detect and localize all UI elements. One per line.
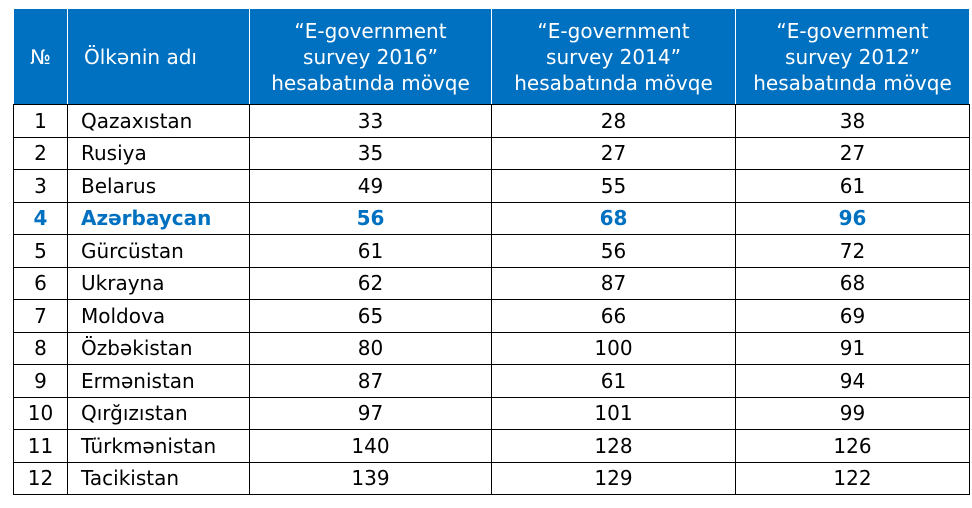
rank-2012: 27 [735, 136, 970, 170]
rank-2016: 56 [249, 201, 492, 235]
row-number: 9 [13, 364, 68, 398]
table-body: 1 Qazaxıstan 33 28 38 2 Rusiya 35 27 27 … [13, 104, 970, 495]
header-survey-2012: “E-government survey 2012” hesabatında m… [735, 8, 970, 105]
rank-2012: 72 [735, 234, 970, 268]
country-name: Moldova [67, 299, 250, 333]
country-name: Özbəkistan [67, 331, 250, 365]
country-name: Ukrayna [67, 266, 250, 300]
table-row: 3 Belarus 49 55 61 [13, 169, 970, 203]
rank-2014: 100 [491, 331, 736, 365]
row-number: 11 [13, 429, 68, 463]
row-number: 4 [13, 201, 68, 235]
rank-2012: 94 [735, 364, 970, 398]
header-row: № Ölkənin adı “E-government survey 2016”… [13, 8, 970, 105]
rank-2014: 68 [491, 201, 736, 235]
rank-2016: 33 [249, 104, 492, 138]
country-name: Rusiya [67, 136, 250, 170]
header-survey-2014: “E-government survey 2014” hesabatında m… [491, 8, 736, 105]
rank-2014: 28 [491, 104, 736, 138]
country-name: Qazaxıstan [67, 104, 250, 138]
rank-2016: 35 [249, 136, 492, 170]
country-name: Türkmənistan [67, 429, 250, 463]
header-country-name: Ölkənin adı [67, 8, 250, 105]
rank-2012: 69 [735, 299, 970, 333]
table-row: 7 Moldova 65 66 69 [13, 299, 970, 333]
table-row: 11 Türkmənistan 140 128 126 [13, 429, 970, 463]
rank-2014: 87 [491, 266, 736, 300]
rank-2012: 91 [735, 331, 970, 365]
country-name: Tacikistan [67, 461, 250, 495]
rank-2016: 139 [249, 461, 492, 495]
country-name: Belarus [67, 169, 250, 203]
table-row: 5 Gürcüstan 61 56 72 [13, 234, 970, 268]
header-survey-2014-line2: survey 2014” [546, 44, 681, 69]
row-number: 2 [13, 136, 68, 170]
row-number: 12 [13, 461, 68, 495]
rank-2014: 61 [491, 364, 736, 398]
row-number: 3 [13, 169, 68, 203]
rank-2014: 128 [491, 429, 736, 463]
rank-2016: 80 [249, 331, 492, 365]
header-survey-2012-line3: hesabatında mövqe [753, 70, 952, 95]
header-survey-2016-line3: hesabatında mövqe [271, 70, 470, 95]
country-name: Qırğızıstan [67, 396, 250, 430]
header-survey-2014-line3: hesabatında mövqe [514, 70, 713, 95]
row-number: 10 [13, 396, 68, 430]
row-number: 1 [13, 104, 68, 138]
header-survey-2016-line1: “E-government [294, 18, 447, 43]
table-row: 10 Qırğızıstan 97 101 99 [13, 396, 970, 430]
row-number: 7 [13, 299, 68, 333]
table-row: 8 Özbəkistan 80 100 91 [13, 331, 970, 365]
row-number: 5 [13, 234, 68, 268]
header-survey-2016-line2: survey 2016” [303, 44, 438, 69]
rank-2014: 101 [491, 396, 736, 430]
rank-2012: 99 [735, 396, 970, 430]
table-row: 6 Ukrayna 62 87 68 [13, 266, 970, 300]
rank-2014: 56 [491, 234, 736, 268]
header-survey-2012-line2: survey 2012” [785, 44, 920, 69]
rank-2016: 49 [249, 169, 492, 203]
row-number: 6 [13, 266, 68, 300]
rank-2012: 126 [735, 429, 970, 463]
rank-2016: 65 [249, 299, 492, 333]
rank-2016: 140 [249, 429, 492, 463]
rank-2012: 38 [735, 104, 970, 138]
rank-2012: 96 [735, 201, 970, 235]
country-name: Azərbaycan [67, 201, 250, 235]
header-survey-2016: “E-government survey 2016” hesabatında m… [249, 8, 492, 105]
header-survey-2012-line1: “E-government [776, 18, 929, 43]
header-survey-2014-line1: “E-government [537, 18, 690, 43]
rank-2016: 62 [249, 266, 492, 300]
rank-2014: 27 [491, 136, 736, 170]
egov-ranking-table: № Ölkənin adı “E-government survey 2016”… [13, 8, 970, 495]
rank-2012: 122 [735, 461, 970, 495]
country-name: Ermənistan [67, 364, 250, 398]
rank-2016: 97 [249, 396, 492, 430]
rank-2014: 66 [491, 299, 736, 333]
rank-2014: 55 [491, 169, 736, 203]
rank-2016: 87 [249, 364, 492, 398]
table-row-highlighted: 4 Azərbaycan 56 68 96 [13, 201, 970, 235]
rank-2012: 68 [735, 266, 970, 300]
header-number: № [13, 8, 68, 105]
rank-2014: 129 [491, 461, 736, 495]
country-name: Gürcüstan [67, 234, 250, 268]
table-row: 9 Ermənistan 87 61 94 [13, 364, 970, 398]
row-number: 8 [13, 331, 68, 365]
egov-ranking-table-container: № Ölkənin adı “E-government survey 2016”… [13, 8, 970, 495]
rank-2012: 61 [735, 169, 970, 203]
table-row: 12 Tacikistan 139 129 122 [13, 461, 970, 495]
table-row: 1 Qazaxıstan 33 28 38 [13, 104, 970, 138]
table-header: № Ölkənin adı “E-government survey 2016”… [13, 8, 970, 105]
table-row: 2 Rusiya 35 27 27 [13, 136, 970, 170]
rank-2016: 61 [249, 234, 492, 268]
